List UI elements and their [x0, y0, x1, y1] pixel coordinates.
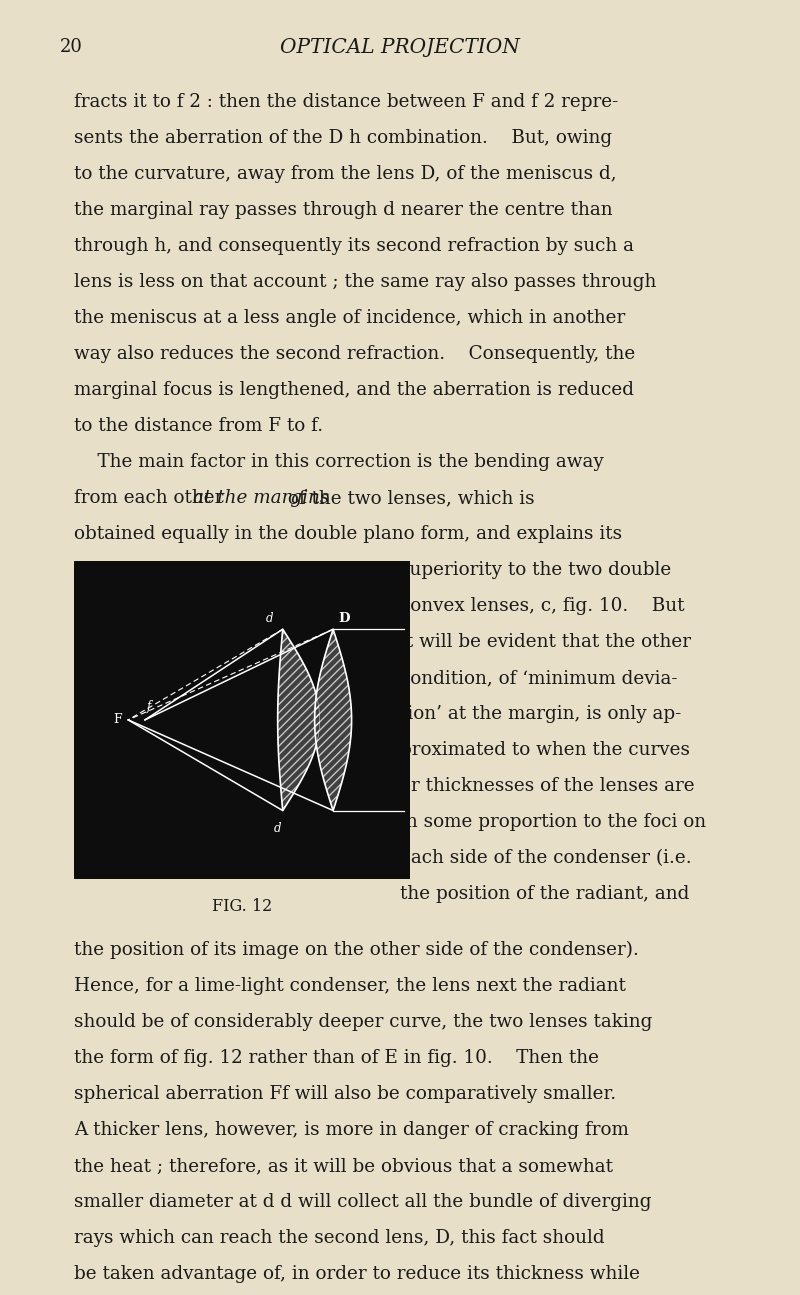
Text: be taken advantage of, in order to reduce its thickness while: be taken advantage of, in order to reduc…: [74, 1265, 640, 1283]
Text: the form of fig. 12 rather than of E in fig. 10.    Then the: the form of fig. 12 rather than of E in …: [74, 1049, 599, 1067]
Text: tion’ at the margin, is only ap-: tion’ at the margin, is only ap-: [400, 706, 682, 723]
Text: in some proportion to the foci on: in some proportion to the foci on: [400, 813, 706, 831]
Text: convex lenses, c, fig. 10.    But: convex lenses, c, fig. 10. But: [400, 597, 685, 615]
Text: d: d: [266, 611, 273, 624]
Text: from each other: from each other: [74, 490, 230, 508]
Text: sents the aberration of the D h combination.    But, owing: sents the aberration of the D h combinat…: [74, 130, 613, 148]
Text: the position of the radiant, and: the position of the radiant, and: [400, 886, 690, 903]
Text: Hence, for a lime-light condenser, the lens next the radiant: Hence, for a lime-light condenser, the l…: [74, 978, 626, 995]
Text: marginal focus is lengthened, and the aberration is reduced: marginal focus is lengthened, and the ab…: [74, 381, 634, 399]
Text: the marginal ray passes through d nearer the centre than: the marginal ray passes through d nearer…: [74, 201, 613, 219]
Text: 20: 20: [60, 38, 83, 56]
Text: superiority to the two double: superiority to the two double: [400, 561, 671, 579]
Text: the meniscus at a less angle of incidence, which in another: the meniscus at a less angle of incidenc…: [74, 310, 626, 328]
Text: f: f: [146, 701, 151, 714]
Text: proximated to when the curves: proximated to when the curves: [400, 741, 690, 759]
Text: to the curvature, away from the lens D, of the meniscus d,: to the curvature, away from the lens D, …: [74, 166, 617, 183]
Text: F: F: [113, 714, 122, 726]
Text: condition, of ‘minimum devia-: condition, of ‘minimum devia-: [400, 670, 678, 688]
Text: d: d: [274, 822, 282, 835]
Text: each side of the condenser (i.e.: each side of the condenser (i.e.: [400, 850, 692, 868]
Text: or thicknesses of the lenses are: or thicknesses of the lenses are: [400, 777, 694, 795]
Text: A thicker lens, however, is more in danger of cracking from: A thicker lens, however, is more in dang…: [74, 1121, 630, 1140]
Text: the heat ; therefore, as it will be obvious that a somewhat: the heat ; therefore, as it will be obvi…: [74, 1158, 614, 1175]
Text: rays which can reach the second lens, D, this fact should: rays which can reach the second lens, D,…: [74, 1229, 605, 1247]
Text: it will be evident that the other: it will be evident that the other: [400, 633, 691, 651]
Polygon shape: [314, 629, 351, 811]
Text: lens is less on that account ; the same ray also passes through: lens is less on that account ; the same …: [74, 273, 657, 291]
Text: to the distance from F to f.: to the distance from F to f.: [74, 417, 323, 435]
Text: way also reduces the second refraction.    Consequently, the: way also reduces the second refraction. …: [74, 346, 636, 363]
Text: OPTICAL PROJECTION: OPTICAL PROJECTION: [280, 38, 520, 57]
Text: spherical aberration Ff will also be comparatively smaller.: spherical aberration Ff will also be com…: [74, 1085, 617, 1103]
Text: should be of considerably deeper curve, the two lenses taking: should be of considerably deeper curve, …: [74, 1013, 653, 1031]
Text: through h, and consequently its second refraction by such a: through h, and consequently its second r…: [74, 237, 634, 255]
Text: the position of its image on the other side of the condenser).: the position of its image on the other s…: [74, 941, 639, 960]
Text: smaller diameter at d d will collect all the bundle of diverging: smaller diameter at d d will collect all…: [74, 1193, 652, 1211]
Text: of the two lenses, which is: of the two lenses, which is: [282, 490, 535, 508]
Text: D: D: [338, 611, 350, 624]
Text: at the margins: at the margins: [193, 490, 329, 508]
Text: The main factor in this correction is the bending away: The main factor in this correction is th…: [74, 453, 604, 471]
Text: FIG. 12: FIG. 12: [212, 897, 273, 916]
Polygon shape: [278, 629, 320, 811]
Text: fracts it to f 2 : then the distance between F and f 2 repre-: fracts it to f 2 : then the distance bet…: [74, 93, 618, 111]
Text: obtained equally in the double plano form, and explains its: obtained equally in the double plano for…: [74, 526, 622, 543]
